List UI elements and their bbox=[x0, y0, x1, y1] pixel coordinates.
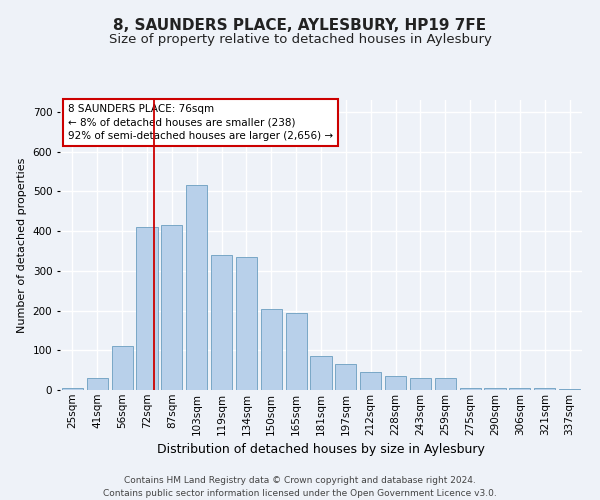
Y-axis label: Number of detached properties: Number of detached properties bbox=[17, 158, 27, 332]
Bar bbox=[236, 257, 257, 390]
Bar bbox=[186, 186, 207, 390]
Bar bbox=[460, 388, 481, 390]
Bar bbox=[286, 312, 307, 390]
Bar bbox=[410, 378, 431, 390]
Text: 8 SAUNDERS PLACE: 76sqm
← 8% of detached houses are smaller (238)
92% of semi-de: 8 SAUNDERS PLACE: 76sqm ← 8% of detached… bbox=[68, 104, 333, 141]
Bar bbox=[435, 378, 456, 390]
Bar bbox=[136, 227, 158, 390]
Bar bbox=[534, 388, 555, 390]
Bar bbox=[335, 364, 356, 390]
Bar bbox=[484, 388, 506, 390]
Text: Contains HM Land Registry data © Crown copyright and database right 2024.
Contai: Contains HM Land Registry data © Crown c… bbox=[103, 476, 497, 498]
Bar bbox=[385, 376, 406, 390]
Bar bbox=[509, 388, 530, 390]
Bar bbox=[211, 255, 232, 390]
Bar bbox=[310, 356, 332, 390]
Bar bbox=[62, 388, 83, 390]
X-axis label: Distribution of detached houses by size in Aylesbury: Distribution of detached houses by size … bbox=[157, 443, 485, 456]
Text: 8, SAUNDERS PLACE, AYLESBURY, HP19 7FE: 8, SAUNDERS PLACE, AYLESBURY, HP19 7FE bbox=[113, 18, 487, 32]
Bar bbox=[360, 372, 381, 390]
Bar bbox=[112, 346, 133, 390]
Bar bbox=[87, 378, 108, 390]
Bar bbox=[161, 225, 182, 390]
Text: Size of property relative to detached houses in Aylesbury: Size of property relative to detached ho… bbox=[109, 32, 491, 46]
Bar bbox=[559, 389, 580, 390]
Bar bbox=[261, 308, 282, 390]
